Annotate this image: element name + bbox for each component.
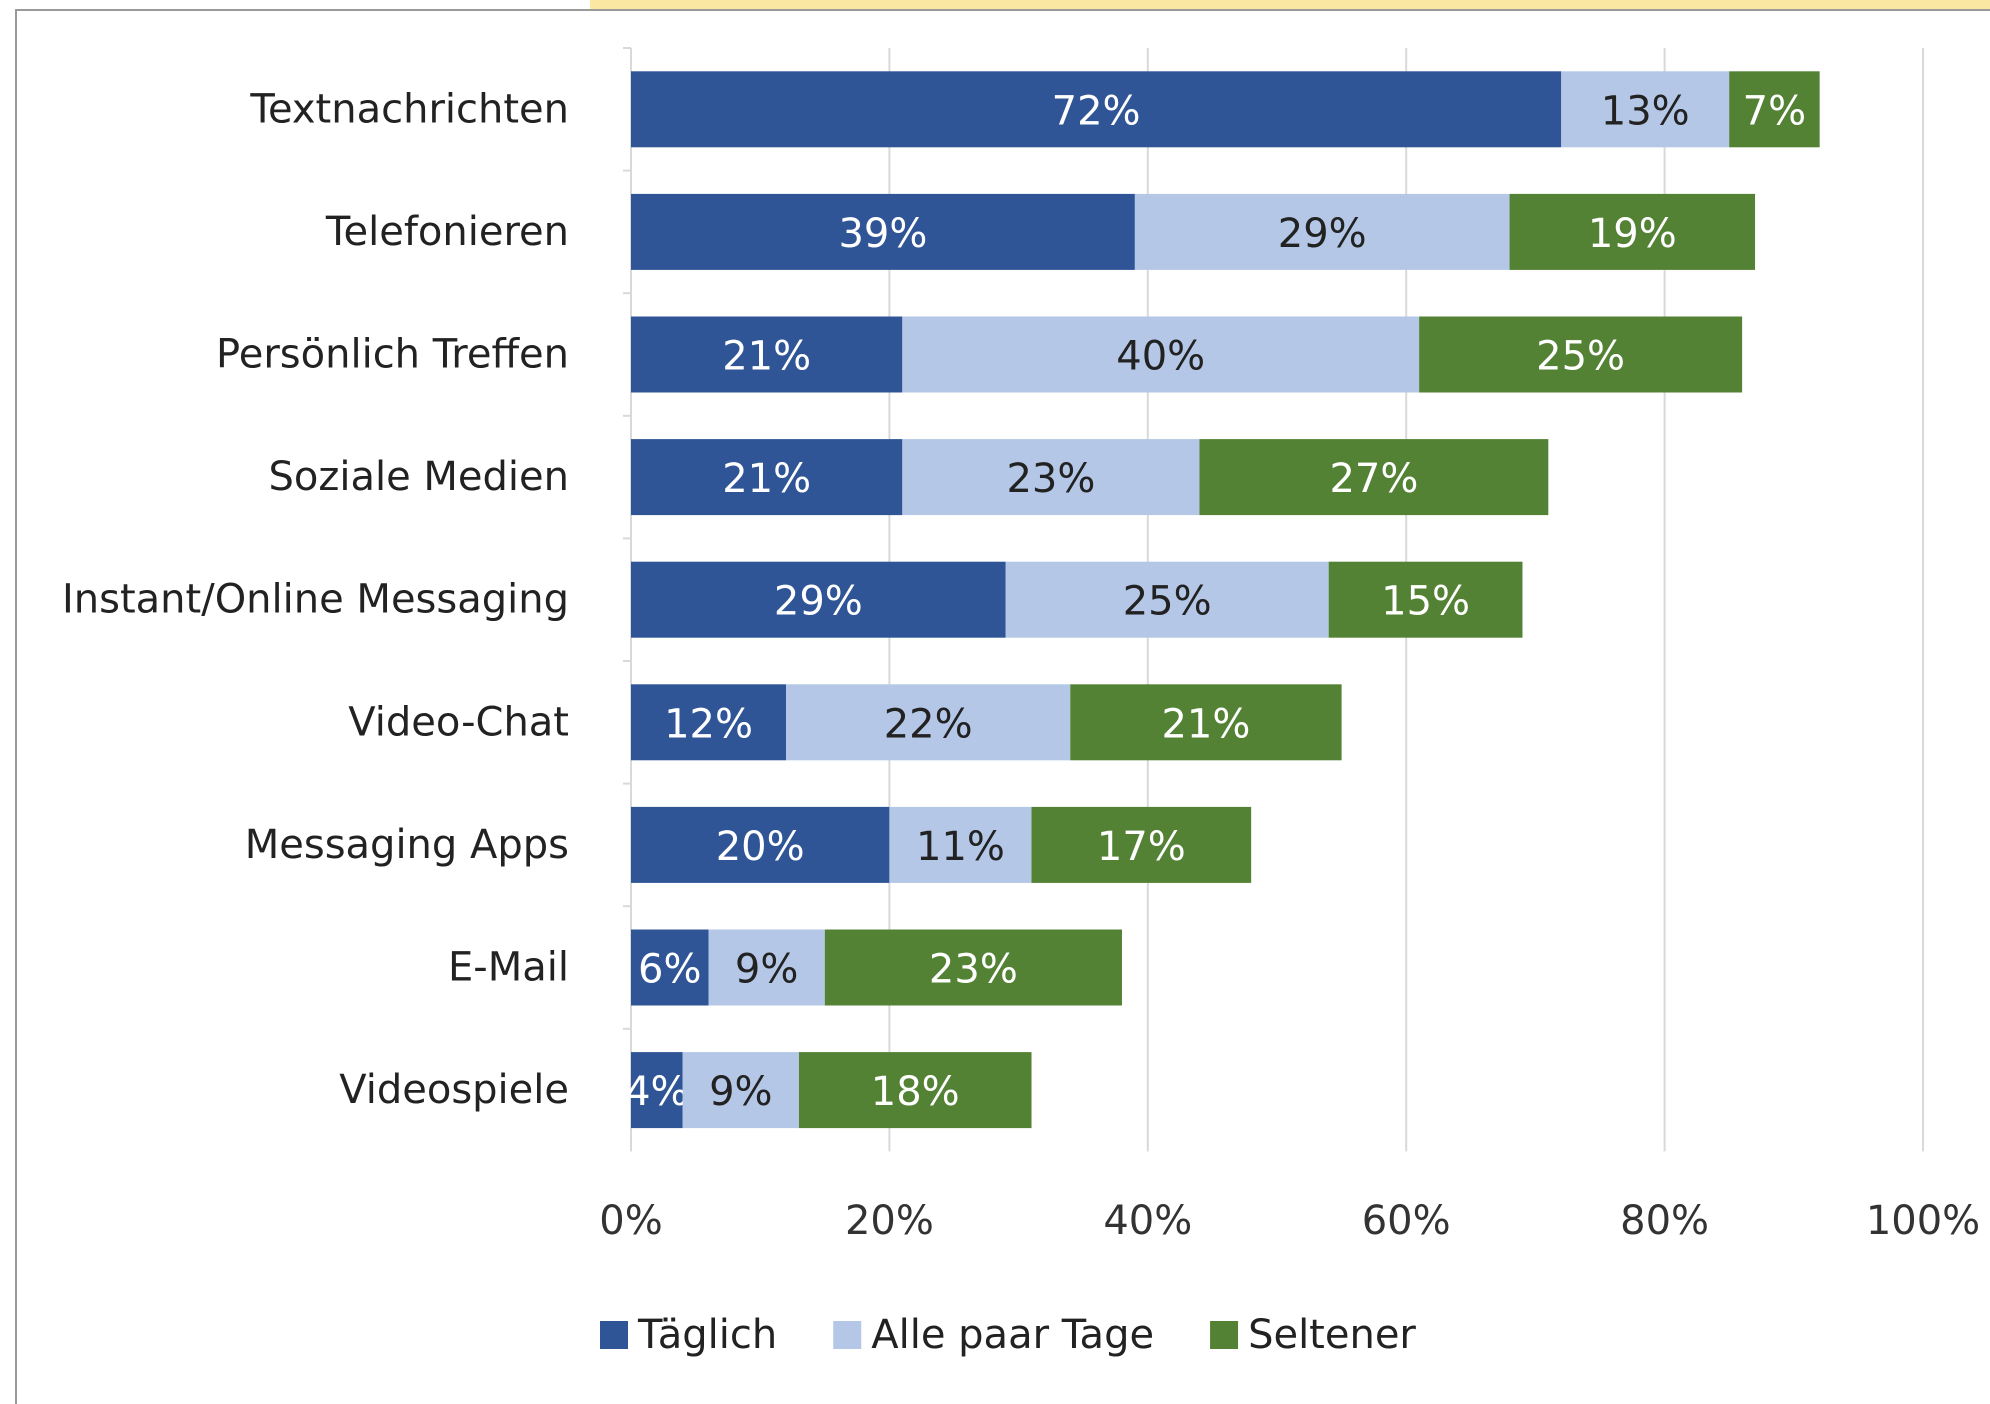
- y-tick-label: Textnachrichten: [249, 86, 569, 132]
- bar-segment: [1005, 561, 1329, 638]
- legend-swatch: [833, 1321, 862, 1349]
- data-label: 12%: [664, 701, 753, 747]
- data-label: 4%: [625, 1069, 688, 1115]
- y-tick-label: Telefonieren: [325, 209, 569, 255]
- bar-segment: [1031, 806, 1252, 883]
- data-label: 7%: [1743, 88, 1806, 134]
- y-tick-label: E-Mail: [448, 945, 569, 991]
- x-tick-label: 60%: [1362, 1198, 1451, 1244]
- data-label: 15%: [1381, 579, 1470, 625]
- bar-segment: [708, 929, 825, 1006]
- bar-segment: [824, 929, 1122, 1006]
- data-label: 29%: [774, 579, 863, 625]
- data-label: 40%: [1116, 334, 1205, 380]
- x-tick-label: 100%: [1866, 1198, 1980, 1244]
- legend-swatch: [1210, 1321, 1239, 1349]
- y-tick-label: Persönlich Treffen: [216, 332, 569, 378]
- bar-segment: [631, 71, 1562, 148]
- bar-segment: [631, 439, 903, 516]
- bar-segment: [1328, 561, 1523, 638]
- data-label: 17%: [1097, 824, 1186, 870]
- bar-segment: [798, 1052, 1032, 1129]
- data-label: 21%: [1161, 701, 1250, 747]
- bar-segment: [631, 316, 903, 393]
- bar-segment: [631, 1052, 683, 1129]
- bar-segment: [682, 1052, 799, 1129]
- top-strip: [590, 0, 1990, 10]
- data-label: 9%: [709, 1069, 772, 1115]
- bar-segment: [1729, 71, 1820, 148]
- data-label: 18%: [871, 1069, 960, 1115]
- data-label: 21%: [722, 456, 811, 502]
- data-label: 21%: [722, 334, 811, 380]
- legend-swatch: [600, 1321, 628, 1349]
- bar-segment: [1199, 439, 1549, 516]
- data-label: 23%: [1006, 456, 1095, 502]
- y-tick-label: Soziale Medien: [268, 454, 569, 500]
- bar-segment: [1070, 684, 1342, 761]
- legend-label: Täglich: [637, 1312, 777, 1358]
- y-tick-label: Videospiele: [339, 1067, 569, 1113]
- bar-segment: [1134, 193, 1510, 270]
- data-label: 22%: [884, 701, 973, 747]
- bar-segment: [1561, 71, 1730, 148]
- data-label: 19%: [1588, 211, 1677, 257]
- bar-segment: [902, 439, 1200, 516]
- x-tick-label: 40%: [1103, 1198, 1192, 1244]
- data-label: 9%: [735, 947, 798, 993]
- data-label: 72%: [1052, 88, 1141, 134]
- data-label: 29%: [1278, 211, 1367, 257]
- data-label: 39%: [838, 211, 927, 257]
- y-tick-label: Video-Chat: [348, 699, 569, 745]
- x-tick-label: 0%: [599, 1198, 662, 1244]
- bar-segment: [631, 929, 709, 1006]
- data-label: 25%: [1536, 334, 1625, 380]
- bar-segment: [631, 684, 787, 761]
- legend-label: Seltener: [1248, 1312, 1416, 1358]
- bar-segment: [1419, 316, 1743, 393]
- data-label: 20%: [716, 824, 805, 870]
- data-label: 27%: [1329, 456, 1418, 502]
- x-tick-label: 80%: [1620, 1198, 1709, 1244]
- bar-segment: [786, 684, 1071, 761]
- data-label: 13%: [1601, 88, 1690, 134]
- bar-segment: [902, 316, 1420, 393]
- legend-label: Alle paar Tage: [871, 1312, 1154, 1358]
- bar-segment: [631, 806, 890, 883]
- y-tick-label: Instant/Online Messaging: [62, 577, 569, 623]
- bar-segment: [889, 806, 1032, 883]
- bar-segment: [631, 561, 1006, 638]
- bar-segment: [1509, 193, 1756, 270]
- x-tick-label: 20%: [845, 1198, 934, 1244]
- data-label: 23%: [929, 947, 1018, 993]
- bar-segment: [631, 193, 1135, 270]
- data-label: 25%: [1123, 579, 1212, 625]
- y-tick-label: Messaging Apps: [245, 822, 569, 868]
- data-label: 6%: [638, 947, 701, 993]
- frame: [15, 9, 1990, 1404]
- data-label: 11%: [916, 824, 1005, 870]
